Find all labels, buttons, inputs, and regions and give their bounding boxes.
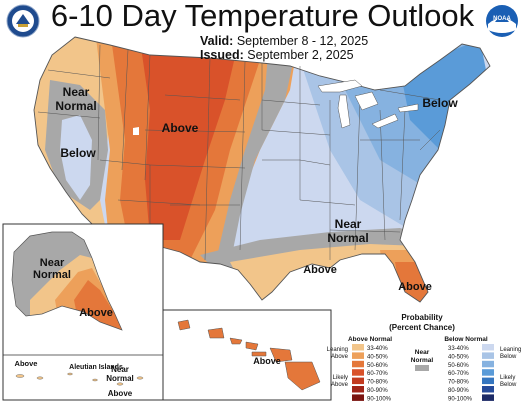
- legend-bin-label-above-bins-1: 40-50%: [367, 354, 388, 360]
- label-central-above: Above: [162, 121, 199, 135]
- legend-bin-label-above-bins-0: 33-40%: [367, 346, 388, 352]
- legend-swatch-above-bins-5: [352, 386, 364, 393]
- legend-likely-below: Likely: [500, 375, 515, 381]
- legend-swatch-below-bins-6: [482, 394, 494, 401]
- legend-leaning-above-2: Above: [331, 354, 349, 360]
- label-south-normal: Normal: [327, 231, 368, 245]
- label-west-near: Near: [63, 85, 90, 99]
- hawaii-islands: [177, 319, 321, 391]
- svg-text:NOAA: NOAA: [493, 16, 511, 22]
- legend-swatch-below-bins-5: [482, 386, 494, 393]
- valid-line: Valid: September 8 - 12, 2025: [200, 34, 368, 48]
- valid-label: Valid:: [200, 34, 234, 48]
- legend-near-swatch: [415, 365, 429, 371]
- label-hawaii-above: Above: [253, 356, 281, 366]
- issued-line: Issued: September 2, 2025: [200, 48, 354, 62]
- label-alaska-near: Near: [40, 257, 65, 269]
- label-aleutian-normal: Normal: [106, 374, 134, 383]
- label-west-normal: Normal: [55, 99, 96, 113]
- label-alaska-above: Above: [79, 307, 113, 319]
- noaa-logo-icon: NOAA: [486, 5, 518, 37]
- label-aleutian-islands: Aleutian Islands: [69, 364, 123, 371]
- legend: Probability (Percent Chance) Above Norma…: [327, 313, 522, 402]
- legend-bin-label-below-bins-3: 60-70%: [448, 371, 469, 377]
- legend-below-header: Below Normal: [444, 336, 488, 343]
- label-texas-above: Above: [303, 264, 337, 276]
- legend-bin-label-above-bins-6: 90-100%: [367, 396, 392, 402]
- label-florida-above: Above: [398, 281, 432, 293]
- legend-bin-label-above-bins-2: 50-60%: [367, 363, 388, 369]
- legend-swatch-below-bins-3: [482, 369, 494, 376]
- legend-near-header-2: Normal: [411, 357, 434, 364]
- label-northeast-below: Below: [422, 96, 458, 110]
- legend-leaning-below-2: Below: [500, 354, 517, 360]
- label-alaska-normal: Normal: [33, 269, 71, 281]
- legend-bin-label-below-bins-2: 50-60%: [448, 363, 469, 369]
- label-aleutian-above-left: Above: [15, 359, 38, 368]
- label-south-near: Near: [335, 217, 362, 231]
- legend-bin-label-below-bins-1: 40-50%: [448, 354, 469, 360]
- legend-swatch-above-bins-6: [352, 394, 364, 401]
- label-west-below: Below: [60, 146, 96, 160]
- legend-bin-label-above-bins-4: 70-80%: [367, 380, 388, 386]
- legend-bin-label-below-bins-6: 90-100%: [448, 396, 473, 402]
- legend-swatch-above-bins-0: [352, 344, 364, 351]
- legend-swatch-above-bins-1: [352, 352, 364, 359]
- legend-title: Probability: [401, 313, 443, 322]
- legend-subtitle: (Percent Chance): [389, 323, 455, 332]
- great-lakes: [317, 79, 419, 129]
- doc-seal-icon: [6, 4, 40, 38]
- legend-bin-label-below-bins-0: 33-40%: [448, 346, 469, 352]
- legend-swatch-above-bins-4: [352, 377, 364, 385]
- legend-swatch-below-bins-0: [482, 344, 494, 351]
- legend-bin-label-below-bins-4: 70-80%: [448, 380, 469, 386]
- legend-swatch-above-bins-2: [352, 360, 364, 368]
- page-title: 6-10 Day Temperature Outlook: [50, 0, 475, 33]
- legend-bin-label-below-bins-5: 80-90%: [448, 388, 469, 394]
- aleutian-chain: [15, 372, 144, 386]
- legend-likely-below-2: Below: [500, 382, 517, 388]
- legend-near-header: Near: [415, 349, 430, 356]
- legend-swatch-below-bins-4: [482, 377, 494, 385]
- label-aleutian-above-right: Above: [108, 389, 133, 398]
- legend-likely-above: Likely: [333, 375, 348, 381]
- legend-swatch-above-bins-3: [352, 369, 364, 376]
- legend-bin-label-above-bins-3: 60-70%: [367, 371, 388, 377]
- valid-value: September 8 - 12, 2025: [236, 34, 369, 48]
- legend-leaning-below: Leaning: [500, 347, 521, 353]
- label-aleutian-near: Near: [111, 365, 129, 374]
- legend-likely-above-2: Above: [331, 382, 349, 388]
- legend-bin-label-above-bins-5: 80-90%: [367, 388, 388, 394]
- salt-lake: [133, 127, 139, 135]
- legend-above-header: Above Normal: [348, 336, 392, 343]
- legend-swatch-below-bins-2: [482, 360, 494, 368]
- legend-leaning-above: Leaning: [327, 347, 348, 353]
- issued-value: September 2, 2025: [247, 48, 354, 62]
- issued-label: Issued:: [200, 48, 244, 62]
- legend-swatch-below-bins-1: [482, 352, 494, 359]
